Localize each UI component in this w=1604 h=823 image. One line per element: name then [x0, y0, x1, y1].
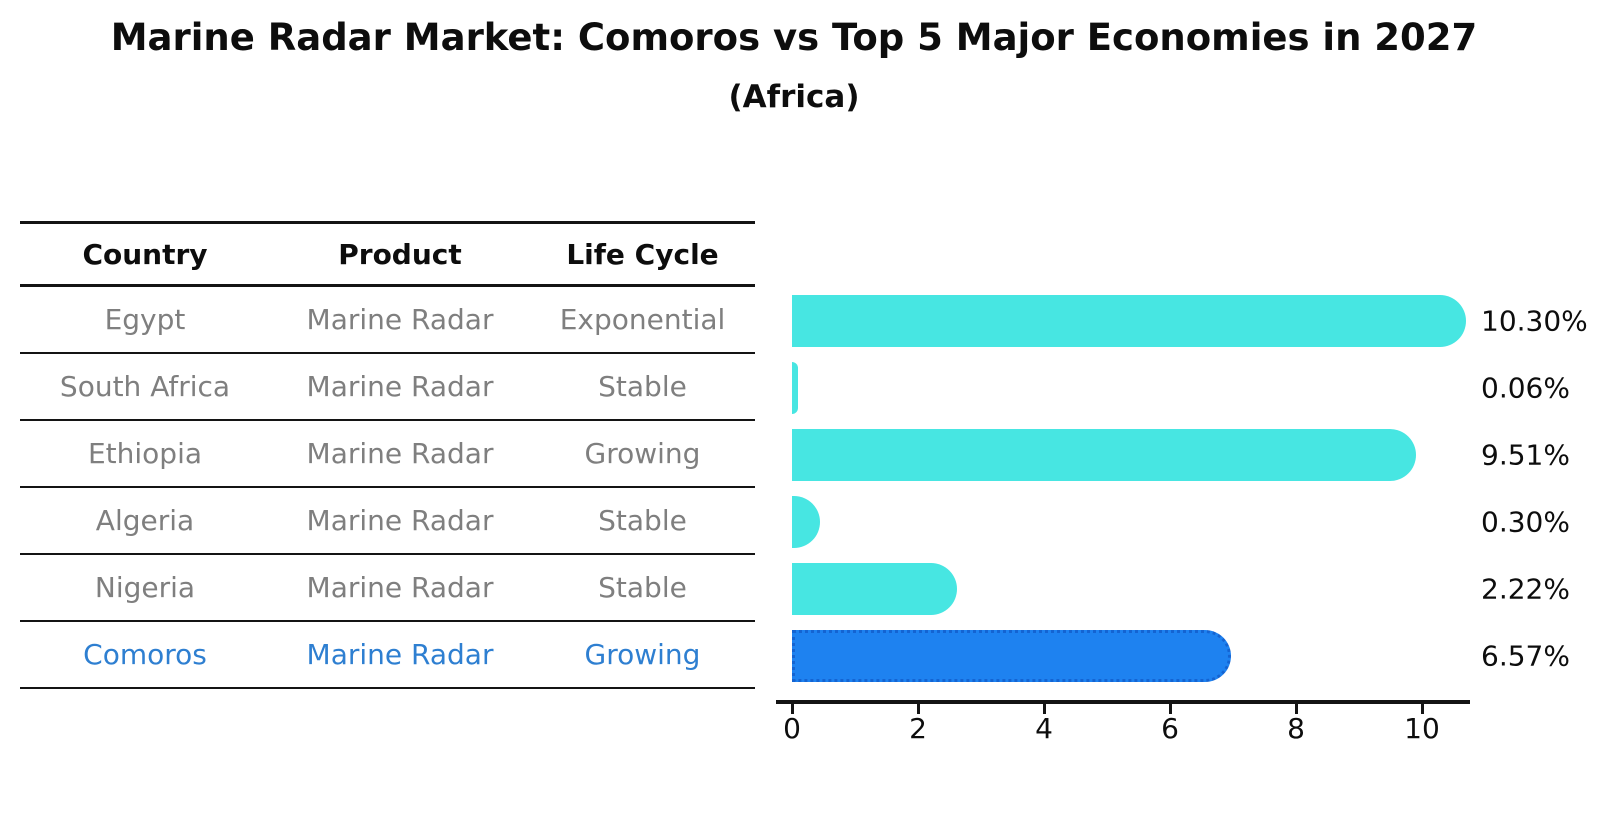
table-cell-product: Marine Radar [306, 303, 494, 336]
x-tick-label-8: 8 [1287, 712, 1305, 745]
table-cell-life_cycle: Growing [584, 638, 701, 671]
x-tick-label-4: 4 [1035, 712, 1053, 745]
bar-egypt [792, 294, 1466, 347]
bar-value-label-algeria: 0.30% [1481, 505, 1570, 538]
comparison-table: Country Product Life Cycle Egypt Marine R… [20, 221, 755, 689]
bar-comoros [792, 629, 1231, 682]
table-cell-product: Marine Radar [306, 638, 494, 671]
table-cell-country: Ethiopia [87, 437, 203, 470]
table-cell-product: Marine Radar [306, 504, 494, 537]
x-tick-mark-0 [790, 704, 794, 714]
table-header-lifecycle: Life Cycle [566, 237, 719, 271]
bar-value-label-comoros: 6.57% [1481, 639, 1570, 672]
table-cell-country: Nigeria [94, 571, 196, 604]
bar-value-label-egypt: 10.30% [1481, 304, 1588, 337]
table-cell-product: Marine Radar [306, 437, 494, 470]
table-body: Egypt Marine Radar Exponential South Africa… [20, 287, 755, 689]
chart-subtitle: (Africa) [728, 79, 860, 115]
table-row-south-africa: South Africa Marine Radar Stable [20, 354, 755, 421]
x-tick-mark-8 [1294, 704, 1298, 714]
table-row-ethiopia: Ethiopia Marine Radar Growing [20, 421, 755, 488]
x-tick-label-0: 0 [783, 712, 801, 745]
x-tick-label-6: 6 [1161, 712, 1179, 745]
bar-ethiopia [792, 428, 1416, 481]
table-cell-product: Marine Radar [306, 370, 494, 403]
table-cell-life_cycle: Stable [598, 370, 687, 403]
x-tick-label-10: 10 [1404, 712, 1440, 745]
x-tick-mark-4 [1042, 704, 1046, 714]
bar-value-label-nigeria: 2.22% [1481, 572, 1570, 605]
table-cell-life_cycle: Exponential [559, 303, 726, 336]
x-axis-line [776, 700, 1470, 704]
table-cell-life_cycle: Stable [598, 571, 687, 604]
bar-algeria [792, 495, 820, 548]
x-tick-mark-10 [1420, 704, 1424, 714]
table-cell-product: Marine Radar [306, 571, 494, 604]
table-cell-country: Egypt [104, 303, 186, 336]
x-tick-mark-2 [916, 704, 920, 714]
table-header-product: Product [338, 237, 462, 271]
table-header-country: Country [82, 237, 208, 271]
x-tick-label-2: 2 [909, 712, 927, 745]
table-row-egypt: Egypt Marine Radar Exponential [20, 287, 755, 354]
table-cell-life_cycle: Growing [584, 437, 701, 470]
table-row-nigeria: Nigeria Marine Radar Stable [20, 555, 755, 622]
table-cell-country: Algeria [95, 504, 195, 537]
table-header-row: Country Product Life Cycle [20, 221, 755, 287]
table-row-algeria: Algeria Marine Radar Stable [20, 488, 755, 555]
table-row-comoros: Comoros Marine Radar Growing [20, 622, 755, 689]
table-cell-country: South Africa [59, 370, 231, 403]
table-cell-life_cycle: Stable [598, 504, 687, 537]
bar-value-label-south-africa: 0.06% [1481, 371, 1570, 404]
bar-value-label-ethiopia: 9.51% [1481, 438, 1570, 471]
bar-nigeria [792, 562, 957, 615]
chart-title: Marine Radar Market: Comoros vs Top 5 Ma… [110, 16, 1478, 59]
x-tick-mark-6 [1168, 704, 1172, 714]
table-cell-country: Comoros [83, 638, 207, 671]
bar-south-africa [792, 361, 798, 414]
